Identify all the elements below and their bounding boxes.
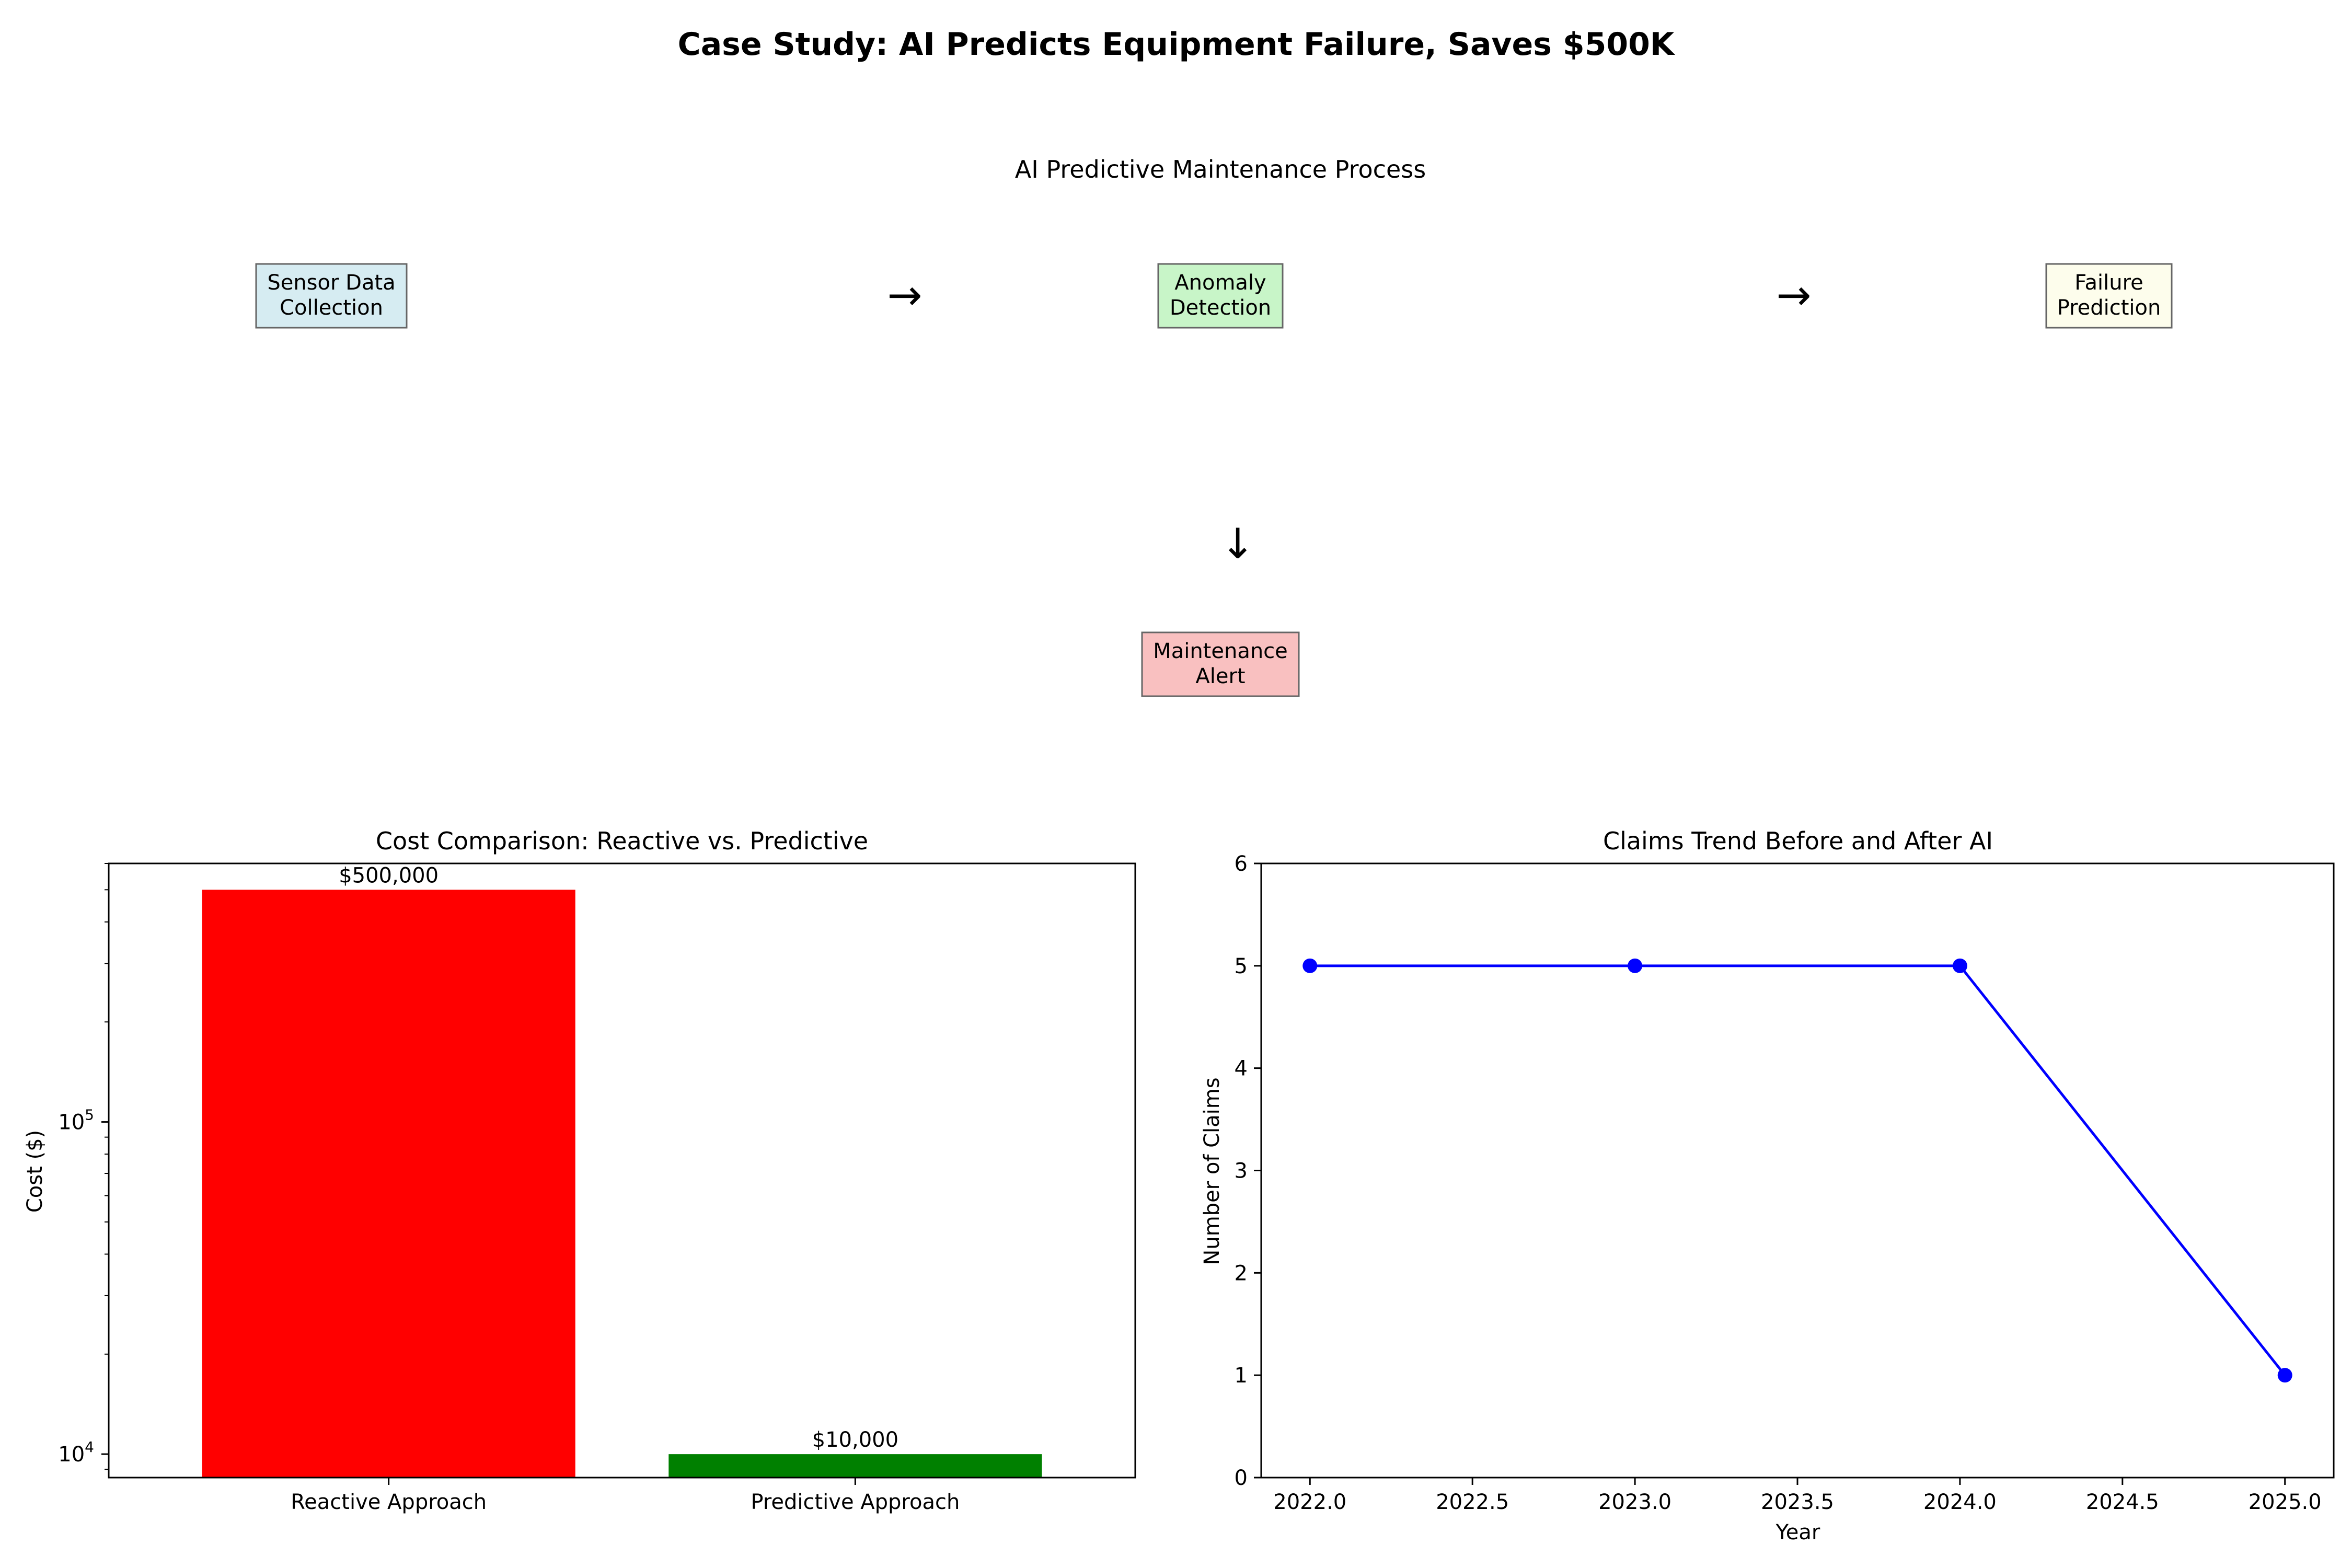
process-step-box	[1141, 631, 1300, 697]
process-step-label-line2: Prediction	[2057, 296, 2161, 320]
y-axis-label: Cost ($)	[23, 1130, 47, 1213]
x-tick-label: 2025.0	[2249, 1490, 2322, 1514]
plot-frame	[108, 862, 1136, 1479]
x-tick-label: 2022.5	[1436, 1490, 1509, 1514]
plot-frame	[1260, 862, 2335, 1479]
x-tick-label: 2023.0	[1598, 1490, 1671, 1514]
x-tick-label: Reactive Approach	[291, 1490, 487, 1514]
y-tick-label: 3	[1235, 1159, 1248, 1183]
y-tick-label: 5	[1235, 954, 1248, 978]
process-title: AI Predictive Maintenance Process	[1015, 155, 1426, 183]
data-label: $10,000	[812, 1428, 898, 1452]
cost-comparison-chart: Cost Comparison: Reactive vs. Predictive…	[23, 827, 1136, 1514]
bar	[202, 890, 575, 1478]
x-tick-label: 2024.5	[2086, 1490, 2159, 1514]
chart-title: Claims Trend Before and After AI	[1603, 827, 1993, 855]
process-step-label-line2: Collection	[280, 296, 383, 320]
process-step-label-line1: Anomaly	[1174, 271, 1266, 295]
y-tick-label: 2	[1235, 1261, 1248, 1285]
process-step-label-line1: Maintenance	[1153, 639, 1288, 663]
process-step-label-line1: Failure	[2074, 271, 2143, 295]
x-tick-label: 2023.5	[1761, 1490, 1834, 1514]
y-tick-label: 105	[58, 1106, 94, 1135]
y-tick-label: 104	[58, 1438, 94, 1467]
process-step-box	[2045, 263, 2173, 329]
process-step-label-line1: Sensor Data	[267, 271, 395, 295]
process-step-sensor-data: Sensor Data Collection	[255, 263, 408, 329]
process-step-label-line2: Detection	[1170, 296, 1271, 320]
data-label: $500,000	[339, 863, 439, 887]
y-tick-label: 0	[1235, 1466, 1248, 1490]
process-step-box	[255, 263, 408, 329]
process-step-failure-prediction: Failure Prediction	[2045, 263, 2173, 329]
process-step-maintenance-alert: Maintenance Alert	[1141, 631, 1300, 697]
x-tick-label: 2024.0	[1923, 1490, 1997, 1514]
data-point	[1628, 958, 1643, 973]
arrow-right-icon: →	[887, 271, 922, 319]
data-point	[1952, 958, 1967, 973]
x-tick-label: Predictive Approach	[751, 1490, 960, 1514]
y-tick-label: 1	[1235, 1364, 1248, 1388]
y-tick-label: 6	[1235, 852, 1248, 876]
process-step-box	[1157, 263, 1284, 329]
process-diagram: AI Predictive Maintenance Process Sensor…	[255, 155, 2173, 697]
page-title: Case Study: AI Predicts Equipment Failur…	[678, 26, 1676, 63]
data-point	[1302, 958, 1318, 973]
process-step-label-line2: Alert	[1195, 664, 1245, 688]
process-step-anomaly-detection: Anomaly Detection	[1157, 263, 1284, 329]
chart-title: Cost Comparison: Reactive vs. Predictive	[376, 827, 868, 855]
y-tick-label: 4	[1235, 1057, 1248, 1081]
arrow-right-icon: →	[1776, 271, 1811, 319]
claims-trend-chart: Claims Trend Before and After AI Number …	[1200, 827, 2335, 1544]
series-line	[1310, 964, 2286, 1376]
x-axis-label: Year	[1775, 1520, 1820, 1544]
bar	[668, 1454, 1042, 1478]
arrow-down-icon: ↓	[1220, 520, 1255, 568]
x-tick-label: 2022.0	[1273, 1490, 1346, 1514]
data-point	[2277, 1368, 2292, 1383]
y-axis-label: Number of Claims	[1200, 1077, 1224, 1265]
